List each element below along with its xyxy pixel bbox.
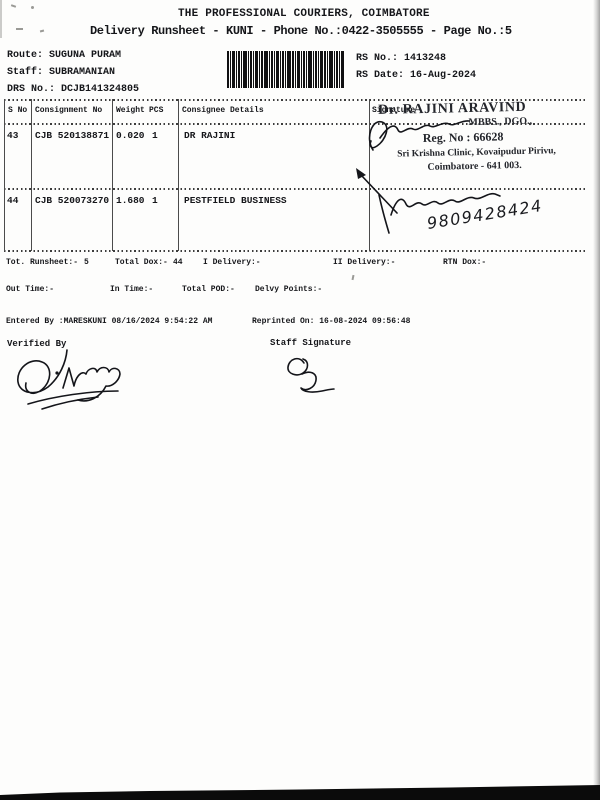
cell-weight: 1.680 <box>116 195 145 206</box>
rs-no-label: RS No.: <box>356 53 399 64</box>
rs-date-label: RS Date: <box>356 70 405 81</box>
doctor-stamp: Dr. RAJINI ARAVIND MBBS., DGO., Reg. No … <box>375 95 592 179</box>
cell-consignee: DR RAJINI <box>184 130 236 141</box>
cell-consignment: CJB 520073270 <box>35 195 110 206</box>
signature-dot <box>55 371 59 375</box>
reprinted-on-line: Reprinted On: 16-08-2024 09:56:48 <box>252 317 411 326</box>
col-header-consignment: Consignment No <box>35 106 103 115</box>
drs-line: DRS No.: DCJB141324805 <box>7 84 139 95</box>
table-divider <box>112 99 113 251</box>
company-title: THE PROFESSIONAL COURIERS, COIMBATORE <box>178 8 430 20</box>
total-pod-label: Total POD:- <box>182 285 235 294</box>
route-value: SUGUNA PURAM <box>49 50 122 61</box>
ii-delivery-label: II Delivery:- <box>333 258 396 267</box>
drs-value: DCJB141324805 <box>61 84 140 95</box>
table-bottom-rule <box>4 250 586 252</box>
staff-signature-label: Staff Signature <box>270 338 352 348</box>
rs-date-line: RS Date: 16-Aug-2024 <box>356 70 476 81</box>
row44-arrowhead <box>356 168 366 179</box>
entered-by-line: Entered By :MARESKUNI 08/16/2024 9:54:22… <box>6 317 213 326</box>
scan-speck <box>10 4 17 8</box>
staff-value: SUBRAMANIAN <box>49 67 116 78</box>
verified-by-label: Verified By <box>7 339 67 349</box>
scan-edge-right <box>593 0 600 786</box>
table-border-left <box>4 99 5 251</box>
staff-signature <box>287 357 335 393</box>
out-time-label: Out Time:- <box>6 285 55 294</box>
rtn-dox-label: RTN Dox:- <box>443 258 487 267</box>
cell-pcs: 1 <box>152 195 158 206</box>
in-time-label: In Time:- <box>110 285 154 294</box>
scan-speck <box>16 28 23 30</box>
barcode <box>227 51 344 88</box>
scan-speck <box>39 29 45 33</box>
rs-no-value: 1413248 <box>404 53 447 64</box>
cell-consignment: CJB 520138871 <box>35 130 110 141</box>
stamp-clinic: Sri Krishna Clinic, Kovaipudur Pirivu, <box>397 146 556 160</box>
scan-edge-bottom <box>0 785 600 800</box>
stamp-qualification: MBBS., DGO., <box>468 115 533 129</box>
scan-speck <box>0 0 2 38</box>
table-divider <box>31 99 32 251</box>
table-top-rule <box>4 99 586 101</box>
drs-label: DRS No.: <box>7 84 56 95</box>
tot-runsheet-value: 5 <box>84 258 89 267</box>
runsheet-subtitle: Delivery Runsheet - KUNI - Phone No.:042… <box>90 24 512 38</box>
cell-sno: 44 <box>7 195 19 206</box>
total-dox-label: Total Dox:- <box>115 258 168 267</box>
row44-signature <box>360 174 501 234</box>
table-header-rule <box>4 123 586 125</box>
total-dox-value: 44 <box>173 258 183 267</box>
col-header-pcs: PCS <box>149 106 164 115</box>
scan-speck <box>351 274 355 281</box>
i-delivery-label: I Delivery:- <box>203 258 261 267</box>
table-divider <box>178 99 179 251</box>
stamp-city: Coimbatore - 641 003. <box>427 159 522 173</box>
col-header-sno: S No <box>8 106 28 115</box>
rs-no-line: RS No.: 1413248 <box>356 53 446 64</box>
stamp-reg-no: Reg. No : 66628 <box>422 129 504 146</box>
cell-pcs: 1 <box>152 130 158 141</box>
staff-line: Staff: SUBRAMANIAN <box>7 67 115 78</box>
route-line: Route: SUGUNA PURAM <box>7 50 121 61</box>
verified-by-signature <box>17 349 121 410</box>
rs-date-value: 16-Aug-2024 <box>410 70 477 81</box>
tot-runsheet-label: Tot. Runsheet:- <box>6 258 79 267</box>
scan-speck <box>31 6 34 9</box>
staff-label: Staff: <box>7 67 44 78</box>
delvy-points-label: Delvy Points:- <box>255 285 323 294</box>
col-header-weight: Weight <box>116 106 145 115</box>
route-label: Route: <box>7 50 44 61</box>
cell-sno: 43 <box>7 130 19 141</box>
svg-text:9809428424: 9809428424 <box>426 196 544 233</box>
table-row-rule <box>4 188 586 190</box>
col-header-consignee: Consignee Details <box>182 106 264 115</box>
cell-consignee: PESTFIELD BUSINESS <box>184 195 287 206</box>
col-header-signature: Signature <box>372 106 416 115</box>
table-divider <box>369 99 370 251</box>
cell-weight: 0.020 <box>116 130 145 141</box>
